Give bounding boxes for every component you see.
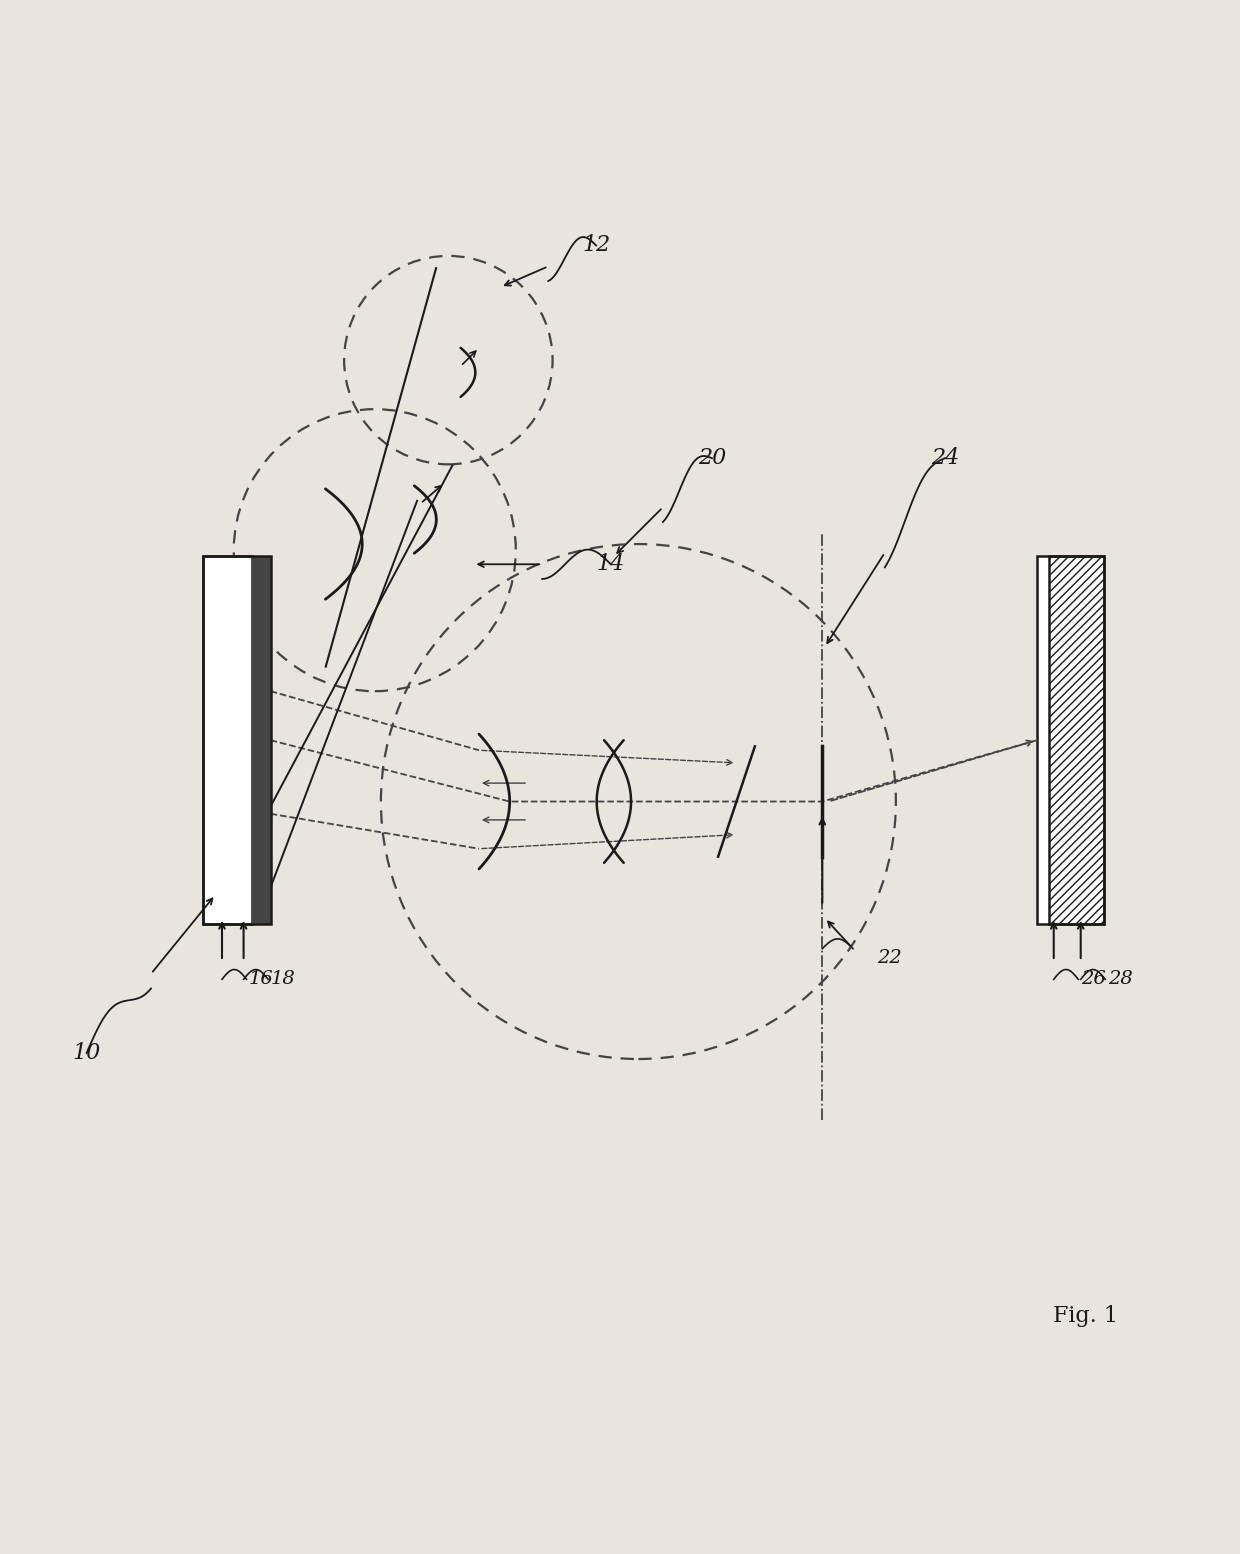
Text: 12: 12 bbox=[582, 235, 610, 256]
Text: Fig. 1: Fig. 1 bbox=[1054, 1305, 1118, 1327]
Text: 22: 22 bbox=[878, 949, 903, 968]
Text: 10: 10 bbox=[72, 1041, 100, 1064]
Bar bbox=[203, 556, 252, 925]
Bar bbox=[252, 556, 270, 925]
Text: 28: 28 bbox=[1107, 970, 1132, 988]
Text: 24: 24 bbox=[931, 448, 959, 469]
Text: 20: 20 bbox=[698, 448, 727, 469]
Text: 26: 26 bbox=[1081, 970, 1106, 988]
Bar bbox=[1049, 556, 1105, 925]
Text: 18: 18 bbox=[270, 970, 295, 988]
Bar bbox=[203, 556, 270, 925]
Text: 16: 16 bbox=[249, 970, 274, 988]
Bar bbox=[1037, 556, 1049, 925]
Text: 14: 14 bbox=[596, 553, 625, 575]
Bar bbox=[1037, 556, 1105, 925]
